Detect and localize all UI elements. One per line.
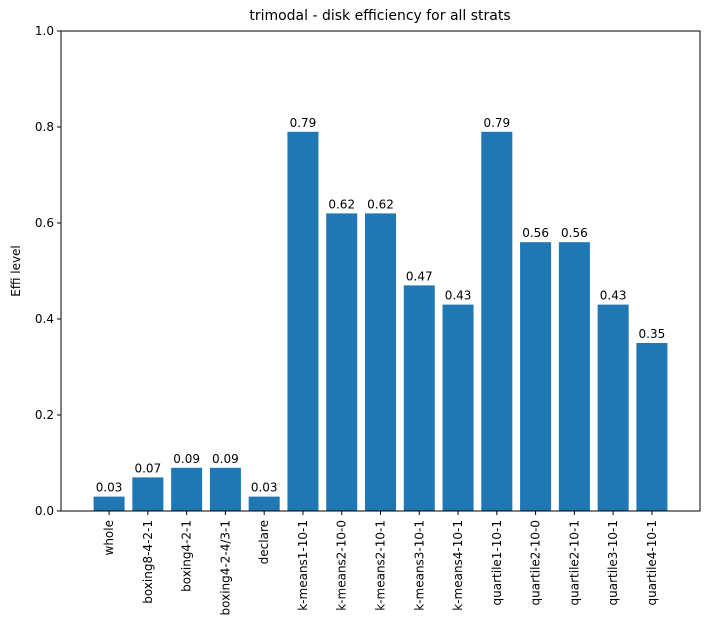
value-label-7: 0.62 (328, 197, 355, 211)
plot-frame (60, 30, 701, 512)
y-tick-label-6: 1.0 (35, 24, 54, 38)
value-label-4: 0.09 (212, 452, 239, 466)
x-tick-label-6: k-means1-10-1 (296, 520, 310, 611)
x-tick-label-2: boxing8-4-2-1 (141, 520, 155, 604)
value-label-9: 0.47 (406, 269, 433, 283)
bars-group (93, 131, 668, 512)
value-label-15: 0.35 (639, 327, 666, 341)
y-tick-label-2: 0.2 (35, 408, 54, 422)
bar-6 (287, 131, 319, 512)
bar-9 (403, 285, 435, 511)
value-label-8: 0.62 (367, 197, 394, 211)
x-tick-label-11: quartile1-10-1 (490, 520, 504, 605)
bar-8 (364, 213, 397, 511)
value-label-3: 0.09 (173, 452, 200, 466)
value-label-10: 0.43 (445, 289, 472, 303)
x-tick-label-14: quartile3-10-1 (606, 520, 620, 605)
x-tick-label-15: quartile4-10-1 (645, 520, 659, 605)
y-tick-label-3: 0.4 (35, 312, 54, 326)
x-axis: whole boxing8-4-2-1 boxing4-2-1 boxing4-2-4… (102, 511, 659, 615)
x-tick-label-12: quartile2-10-0 (529, 520, 543, 605)
bar-14 (597, 304, 629, 511)
bar-11 (481, 131, 513, 512)
x-tick-label-9: k-means3-10-1 (412, 520, 426, 611)
x-tick-label-10: k-means4-10-1 (451, 520, 465, 611)
value-label-6: 0.79 (290, 116, 317, 130)
bar-7 (326, 213, 358, 511)
y-tick-label-5: 0.8 (35, 120, 54, 134)
value-label-11: 0.79 (483, 116, 510, 130)
value-label-14: 0.43 (600, 289, 627, 303)
value-label-12: 0.56 (522, 226, 549, 240)
y-tick-label-4: 0.6 (35, 216, 54, 230)
value-label-13: 0.56 (561, 226, 588, 240)
bar-10 (442, 304, 474, 511)
y-tick-label-1: 0.0 (35, 504, 54, 518)
value-label-1: 0.03 (96, 481, 123, 495)
bar-13 (558, 242, 590, 511)
bar-2 (132, 477, 164, 511)
x-tick-label-13: quartile2-10-1 (567, 520, 581, 605)
value-label-2: 0.07 (134, 461, 161, 475)
x-tick-label-1: whole (102, 520, 116, 555)
x-tick-label-4: boxing4-2-4/3-1 (218, 520, 232, 615)
bar-12 (520, 242, 552, 511)
bar-3 (171, 467, 203, 511)
bar-4 (209, 467, 241, 511)
x-tick-label-8: k-means2-10-1 (374, 520, 388, 611)
y-axis: 0.0 0.2 0.4 0.6 0.8 1.0 (35, 24, 61, 518)
x-tick-label-7: k-means2-10-0 (335, 520, 349, 611)
x-tick-label-5: declare (257, 520, 271, 564)
bar-15 (636, 343, 668, 511)
bar-1 (93, 496, 125, 511)
value-label-5: 0.03 (251, 481, 278, 495)
y-axis-label: Effi level (9, 245, 23, 297)
chart-title: trimodal - disk efficiency for all strat… (249, 8, 510, 24)
bar-5 (248, 496, 280, 511)
x-tick-label-3: boxing4-2-1 (180, 520, 194, 592)
value-labels-group: 0.03 0.07 0.09 0.09 0.03 0.79 0.62 0.62 0.47 0.43… (96, 116, 666, 495)
